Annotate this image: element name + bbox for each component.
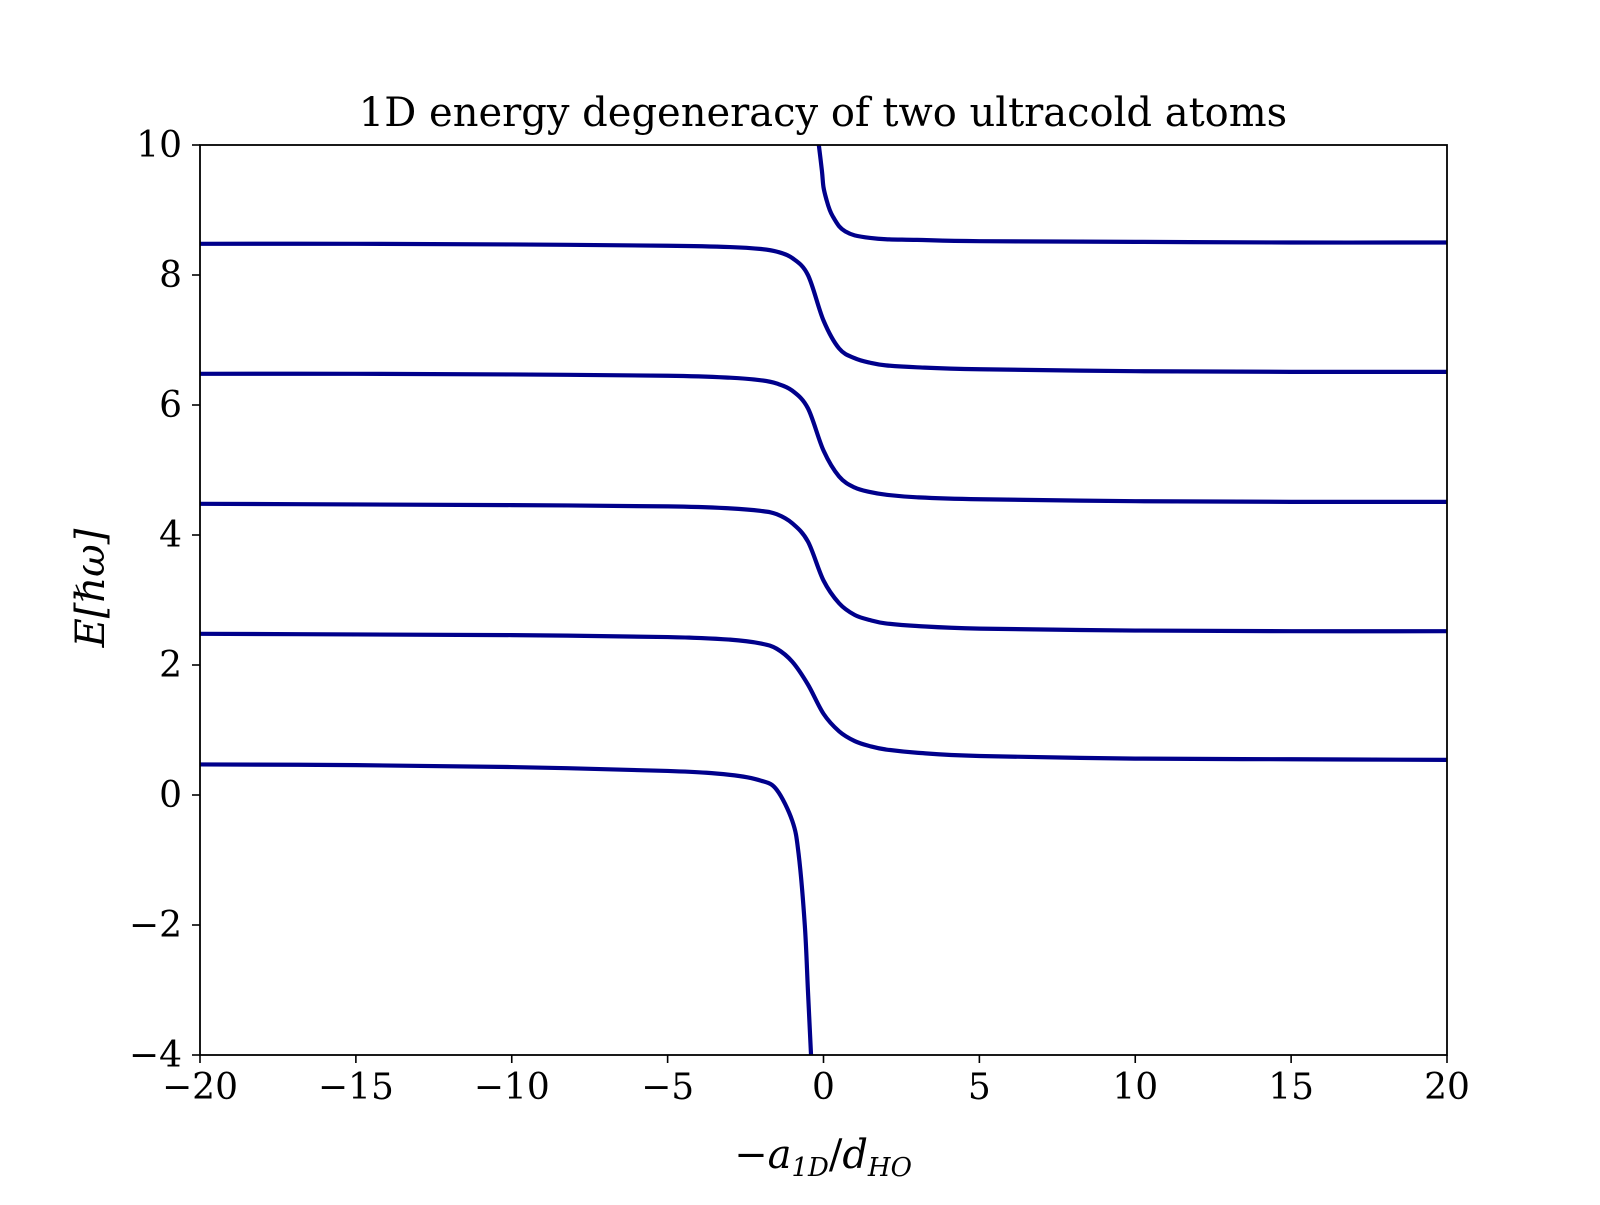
x-tick-label: −5 bbox=[641, 1067, 694, 1108]
y-axis-label: E[ℏω] bbox=[68, 528, 114, 648]
x-axis-label-d-sub: HO bbox=[867, 1153, 912, 1183]
x-tick-label: 10 bbox=[1112, 1067, 1158, 1108]
x-axis-label-d: d bbox=[842, 1132, 868, 1178]
series-line-3 bbox=[200, 501, 1447, 634]
axes-frame bbox=[199, 144, 1448, 1056]
x-tick-label: 20 bbox=[1424, 1067, 1470, 1108]
y-tick-label: 4 bbox=[159, 515, 182, 556]
plot-frame bbox=[199, 144, 1448, 1056]
series-line-2 bbox=[200, 631, 1447, 762]
y-tick-label: −2 bbox=[129, 905, 182, 946]
y-tick-label: 2 bbox=[159, 645, 182, 686]
y-tick-label: −4 bbox=[129, 1035, 182, 1076]
x-axis-label: −a1D/dHO bbox=[734, 1132, 912, 1183]
x-tick-label: −10 bbox=[474, 1067, 550, 1108]
y-tick-label: 10 bbox=[136, 125, 182, 166]
series-layer bbox=[200, 145, 1447, 1055]
x-tick-label: 5 bbox=[968, 1067, 991, 1108]
y-tick-label: 6 bbox=[159, 385, 182, 426]
x-axis-label-minus: − bbox=[734, 1132, 768, 1178]
x-tick-label: 15 bbox=[1268, 1067, 1314, 1108]
series-line-6 bbox=[816, 145, 1447, 245]
y-tick-label: 0 bbox=[159, 775, 182, 816]
x-axis-label-a-sub: 1D bbox=[791, 1153, 829, 1183]
y-tick-label: 8 bbox=[159, 255, 182, 296]
series-line-1 bbox=[200, 762, 814, 1055]
x-tick-label: −20 bbox=[162, 1067, 238, 1108]
x-tick-label: −15 bbox=[318, 1067, 394, 1108]
x-tick-label: 0 bbox=[812, 1067, 835, 1108]
series-line-5 bbox=[200, 241, 1447, 374]
chart-title: 1D energy degeneracy of two ultracold at… bbox=[359, 90, 1287, 136]
x-axis-label-a: a bbox=[768, 1132, 792, 1178]
x-axis: −20 −15 −10 −5 0 5 10 15 20 bbox=[162, 1055, 1470, 1108]
y-axis: −4 −2 0 2 4 6 8 10 bbox=[129, 125, 200, 1076]
x-axis-label-slash: / bbox=[829, 1132, 843, 1178]
series-line-4 bbox=[200, 371, 1447, 504]
